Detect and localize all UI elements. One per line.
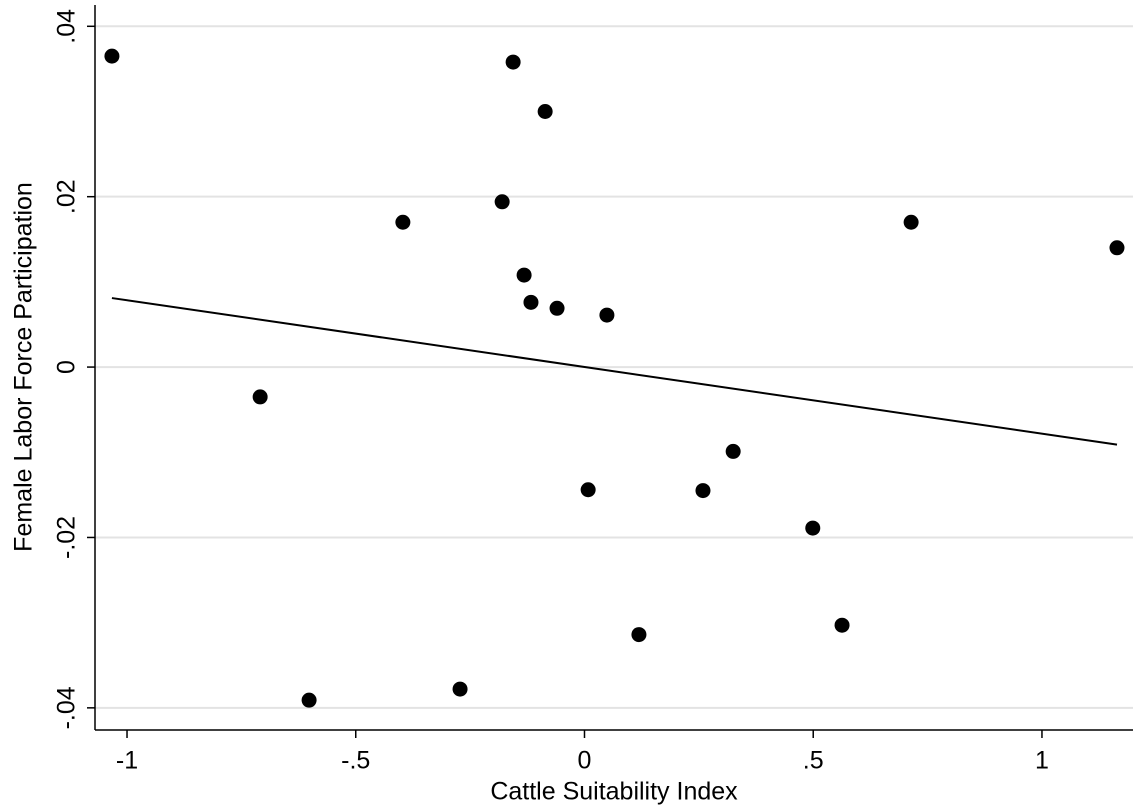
- fit-line: [111, 297, 1118, 446]
- point: [631, 627, 647, 643]
- point: [834, 617, 850, 633]
- point: [505, 54, 521, 70]
- y-tick-label: .02: [53, 179, 81, 214]
- point: [725, 443, 741, 459]
- point: [252, 389, 268, 405]
- y-tick-label: -.02: [53, 516, 81, 559]
- point: [580, 482, 596, 498]
- y-tick-label: .04: [53, 9, 81, 44]
- point: [805, 520, 821, 536]
- y-tick-label: -.04: [53, 686, 81, 729]
- x-tick-label: 0: [578, 747, 592, 775]
- point: [695, 483, 711, 499]
- point: [903, 214, 919, 230]
- point: [523, 294, 539, 310]
- point: [599, 307, 615, 323]
- x-tick-label: -.5: [341, 747, 370, 775]
- x-tick-label: -1: [116, 747, 138, 775]
- point: [395, 214, 411, 230]
- y-tick-label: 0: [53, 360, 81, 374]
- point: [301, 692, 317, 708]
- point: [516, 267, 532, 283]
- x-tick-label: .5: [803, 747, 824, 775]
- point: [549, 300, 565, 316]
- point: [452, 681, 468, 697]
- x-axis-title: Cattle Suitability Index: [490, 778, 738, 806]
- y-axis-title: Female Labor Force Participation: [10, 182, 38, 552]
- point: [1109, 240, 1125, 256]
- x-tick-label: 1: [1035, 747, 1049, 775]
- point: [537, 103, 553, 119]
- point: [494, 194, 510, 210]
- point: [104, 48, 120, 64]
